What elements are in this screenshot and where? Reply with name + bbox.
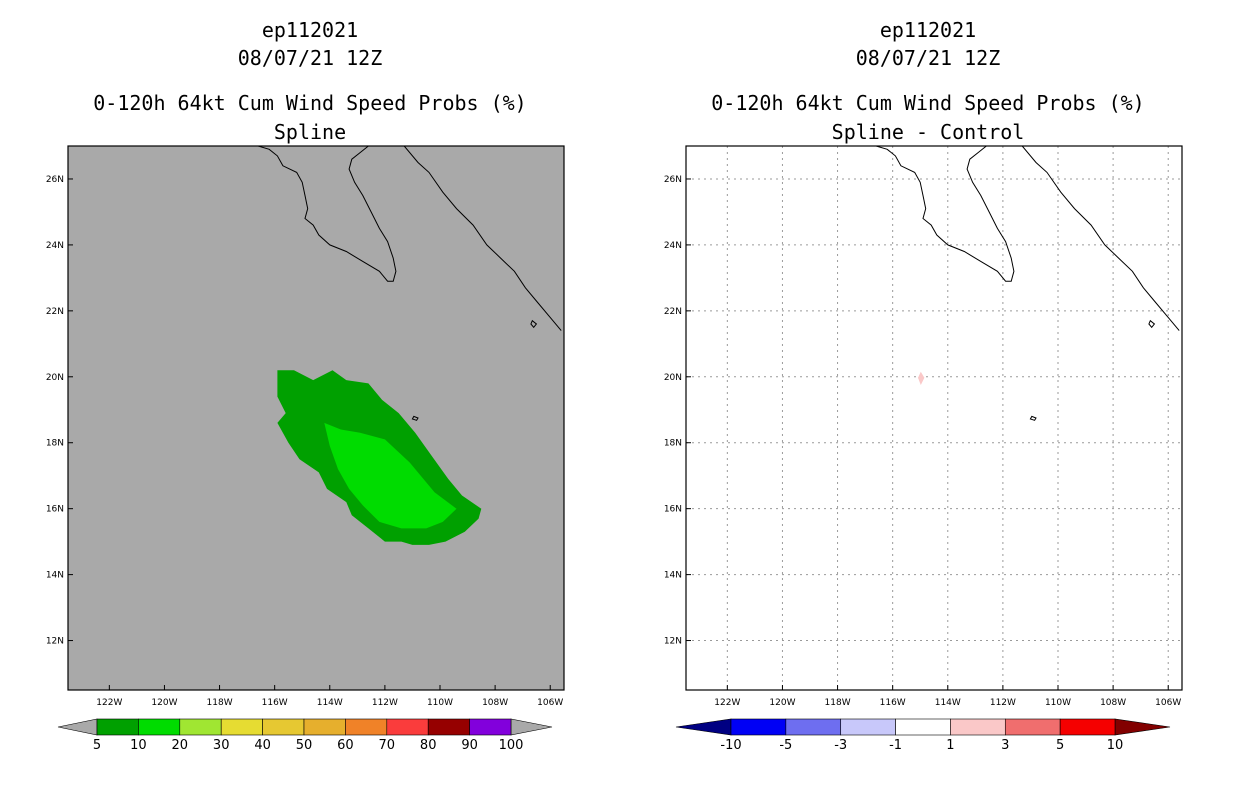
left-colorbar-swatch (96, 718, 139, 736)
left-colorbar-label: 50 (296, 738, 313, 753)
right-x-tick-label: 114W (935, 698, 961, 708)
left-y-tick-label: 24N (46, 241, 64, 251)
left-y-tick-label: 12N (46, 637, 64, 647)
left-y-tick-label: 26N (46, 175, 64, 185)
left-colorbar-label: 80 (420, 738, 437, 753)
right-colorbar-label: 5 (1056, 738, 1064, 753)
right-colorbar-label: 1 (946, 738, 954, 753)
left-island (411, 415, 419, 421)
left-colorbar-label: 5 (93, 738, 101, 753)
right-colorbar-label: -5 (779, 738, 792, 753)
right-colorbar-label: -10 (720, 738, 741, 753)
right-x-tick-label: 116W (880, 698, 906, 708)
right-colorbar-label: -3 (834, 738, 847, 753)
left-colorbar-swatch (386, 718, 429, 736)
right-storm-id: ep112021 (879, 18, 977, 42)
left-x-tick-label: 108W (482, 698, 508, 708)
left-colorbar-label: 30 (213, 738, 230, 753)
right-datetime: 08/07/21 12Z (855, 46, 1001, 70)
left-y-tick-label: 14N (46, 571, 64, 581)
left-colorbar-swatch (220, 718, 263, 736)
right-x-tick-label: 118W (825, 698, 851, 708)
right-x-tick-label: 106W (1155, 698, 1181, 708)
left-colorbar-swatch (345, 718, 388, 736)
left-coastline-mainland (403, 146, 562, 331)
right-chart-title: 0-120h 64kt Cum Wind Speed Probs (%) (711, 91, 1145, 115)
left-island (530, 319, 538, 329)
left-x-tick-label: 120W (151, 698, 177, 708)
left-y-tick-label: 20N (46, 373, 64, 383)
left-colorbar-label: 100 (499, 738, 524, 753)
right-x-tick-label: 110W (1045, 698, 1071, 708)
right-x-tick-label: 112W (990, 698, 1016, 708)
right-coastline-mainland (1021, 146, 1180, 331)
right-y-tick-label: 16N (664, 505, 682, 515)
left-x-tick-label: 110W (427, 698, 453, 708)
right-y-tick-label: 12N (664, 637, 682, 647)
right-x-tick-label: 122W (714, 698, 740, 708)
left-colorbar-label: 60 (337, 738, 354, 753)
left-colorbar-label: 90 (461, 738, 478, 753)
left-y-tick-label: 18N (46, 439, 64, 449)
right-colorbar-swatch (1059, 718, 1116, 736)
left-colorbar-swatch (138, 718, 181, 736)
left-plot-content (257, 146, 562, 545)
right-y-tick-label: 14N (664, 571, 682, 581)
right-x-tick-label: 120W (769, 698, 795, 708)
right-plot-background (686, 146, 1182, 690)
right-y-tick-label: 20N (664, 373, 682, 383)
left-colorbar-swatch (469, 718, 512, 736)
right-colorbar-under-triangle (675, 718, 732, 736)
left-storm-id: ep112021 (261, 18, 359, 42)
left-y-tick-label: 16N (46, 505, 64, 515)
left-colorbar-swatch (427, 718, 470, 736)
right-y-tick-label: 24N (664, 241, 682, 251)
left-colorbar-label: 70 (379, 738, 396, 753)
left-x-tick-label: 106W (537, 698, 563, 708)
right-region-diff-1-3 (918, 371, 925, 385)
left-chart-title: 0-120h 64kt Cum Wind Speed Probs (%) (93, 91, 527, 115)
left-chart-subtitle: Spline (273, 120, 347, 144)
left-colorbar-over-triangle (510, 718, 553, 736)
left-colorbar-label: 20 (172, 738, 189, 753)
left-plot-frame (67, 145, 565, 691)
right-colorbar-swatch (840, 718, 896, 736)
left-x-tick-label: 122W (96, 698, 122, 708)
right-colorbar-swatch (950, 718, 1006, 736)
right-colorbar-label: 10 (1107, 738, 1124, 753)
right-x-tick-label: 108W (1100, 698, 1126, 708)
right-colorbar-label: -1 (889, 738, 902, 753)
right-plot-frame (685, 145, 1183, 691)
right-island (1029, 415, 1037, 421)
left-y-tick-label: 22N (46, 307, 64, 317)
right-plot-content (686, 146, 1182, 690)
left-colorbar-swatch (303, 718, 346, 736)
left-colorbar-swatch (179, 718, 222, 736)
right-y-tick-label: 18N (664, 439, 682, 449)
left-x-tick-label: 116W (262, 698, 288, 708)
right-colorbar-swatch (730, 718, 787, 736)
left-x-tick-label: 114W (317, 698, 343, 708)
left-colorbar-label: 40 (254, 738, 271, 753)
left-datetime: 08/07/21 12Z (237, 46, 383, 70)
right-colorbar-label: 3 (1001, 738, 1009, 753)
right-colorbar-swatch (1004, 718, 1061, 736)
left-region-prob-10-20 (324, 422, 457, 529)
left-x-tick-label: 118W (207, 698, 233, 708)
right-y-tick-label: 26N (664, 175, 682, 185)
left-x-tick-label: 112W (372, 698, 398, 708)
right-colorbar-over-triangle (1114, 718, 1171, 736)
right-colorbar-swatch (895, 718, 951, 736)
left-coastline-baja (257, 146, 397, 282)
left-colorbar-under-triangle (57, 718, 98, 736)
left-colorbar-label: 10 (130, 738, 147, 753)
right-colorbar-swatch (785, 718, 842, 736)
right-y-tick-label: 22N (664, 307, 682, 317)
right-island (1148, 319, 1156, 329)
left-colorbar-swatch (262, 718, 305, 736)
right-chart-subtitle: Spline - Control (831, 120, 1025, 144)
right-coastline-baja (875, 146, 1015, 282)
